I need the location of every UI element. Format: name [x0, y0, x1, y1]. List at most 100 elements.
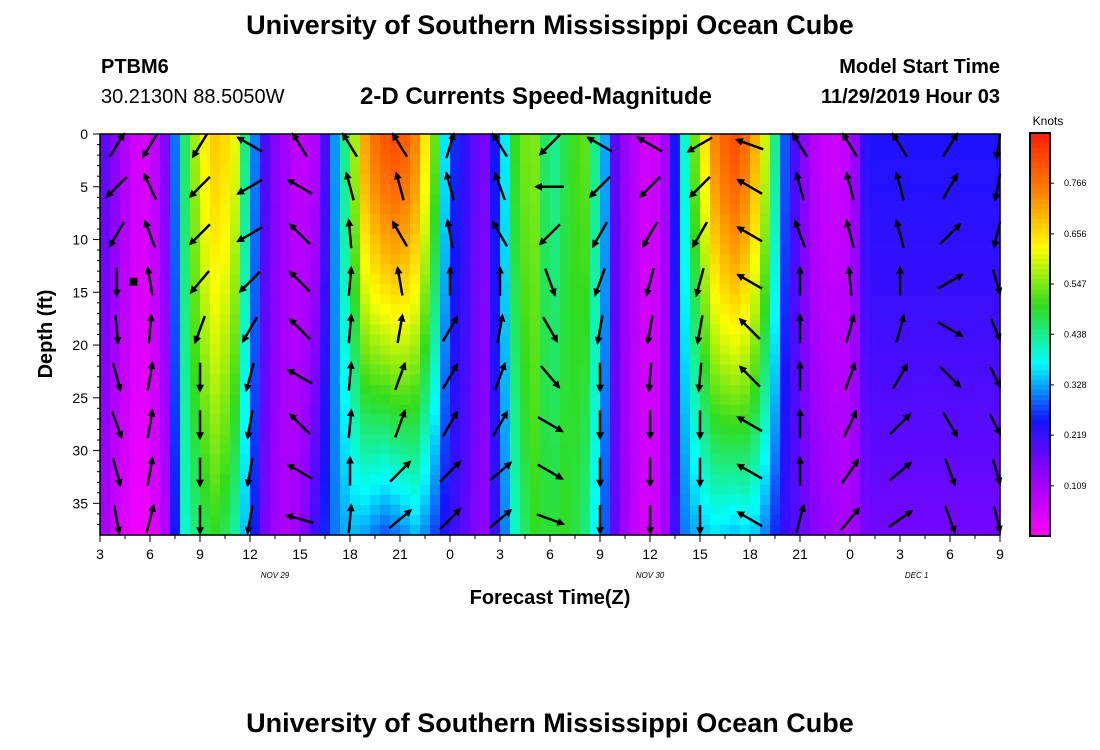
heat-cell: [390, 454, 401, 466]
colorbar-segment: [1030, 530, 1050, 537]
heat-cell: [540, 284, 551, 295]
heat-cell: [150, 514, 161, 526]
heat-cell: [460, 384, 471, 396]
heat-cell: [960, 374, 971, 386]
heat-cell: [580, 354, 591, 366]
heat-cell: [540, 384, 551, 396]
heat-cell: [970, 154, 981, 165]
heat-cell: [600, 304, 611, 316]
heat-cell: [440, 454, 451, 466]
heat-cell: [270, 514, 281, 526]
heat-cell: [990, 314, 1001, 326]
heat-cell: [310, 384, 321, 396]
heat-cell: [300, 364, 311, 376]
heat-cell: [750, 504, 761, 516]
heat-cell: [640, 354, 651, 366]
heat-cell: [500, 344, 511, 356]
heat-cell: [390, 254, 401, 265]
heat-cell: [110, 264, 121, 275]
current-vector: [394, 265, 404, 296]
heat-cell: [730, 194, 741, 205]
heat-cell: [750, 204, 761, 215]
heat-cell: [810, 344, 821, 356]
heat-cell: [890, 354, 901, 366]
heat-cell: [100, 154, 111, 165]
heat-cell: [340, 154, 351, 165]
heat-cell: [390, 394, 401, 406]
heat-cell: [100, 394, 111, 406]
heat-cell: [980, 404, 991, 416]
heat-cell: [830, 224, 841, 235]
heat-cell: [620, 434, 631, 446]
heat-cell: [760, 204, 771, 215]
heat-cell: [390, 234, 401, 245]
heat-cell: [270, 134, 281, 145]
heat-cell: [230, 334, 241, 346]
heat-cell: [230, 384, 241, 396]
heat-cell: [510, 244, 521, 255]
heat-cell: [320, 334, 331, 346]
heat-cell: [610, 134, 621, 145]
heat-cell: [240, 414, 251, 426]
heat-cell: [640, 194, 651, 205]
heat-cell: [810, 324, 821, 336]
heat-cell: [960, 214, 971, 225]
heat-cell: [150, 344, 161, 356]
heat-cell: [440, 384, 451, 396]
heat-cell: [440, 294, 451, 306]
heat-cell: [700, 484, 711, 496]
heat-cell: [690, 484, 701, 496]
heat-cell: [390, 384, 401, 396]
heat-cell: [380, 144, 391, 155]
heat-cell: [900, 184, 911, 195]
heat-cell: [980, 464, 991, 476]
heat-cell: [700, 274, 711, 285]
heat-cell: [450, 394, 461, 406]
heat-cell: [460, 314, 471, 326]
heat-cell: [500, 384, 511, 396]
heat-cell: [580, 444, 591, 456]
heat-cell: [320, 174, 331, 185]
heat-cell: [550, 164, 561, 175]
heat-cell: [150, 484, 161, 496]
heat-cell: [380, 404, 391, 416]
heat-cell: [810, 284, 821, 295]
current-vector: [110, 410, 124, 440]
heat-cell: [660, 394, 671, 406]
heat-cell: [200, 194, 211, 205]
heat-cell: [430, 294, 441, 306]
heat-cell: [180, 344, 191, 356]
heat-cell: [250, 334, 261, 346]
heat-cell: [180, 154, 191, 165]
heat-cell: [970, 304, 981, 316]
heat-cell: [920, 484, 931, 496]
heat-cell: [490, 394, 501, 406]
heat-cell: [260, 404, 271, 416]
heat-cell: [600, 334, 611, 346]
heat-cell: [890, 384, 901, 396]
heat-cell: [960, 134, 971, 145]
heat-cell: [430, 264, 441, 275]
current-vector: [344, 171, 355, 201]
heat-cell: [820, 194, 831, 205]
current-vector: [146, 455, 156, 486]
heat-cell: [530, 434, 541, 446]
heat-cell: [730, 514, 741, 526]
heat-cell: [590, 494, 601, 506]
heat-cell: [650, 414, 661, 426]
heat-cell: [130, 394, 141, 406]
heat-cell: [460, 304, 471, 316]
heat-cell: [120, 234, 131, 245]
current-vector: [541, 316, 559, 344]
heat-cell: [830, 134, 841, 145]
heat-cell: [300, 134, 311, 145]
current-vector: [691, 221, 709, 249]
heat-cell: [480, 504, 491, 516]
heat-cell: [660, 404, 671, 416]
heat-cell: [470, 434, 481, 446]
heat-cell: [450, 474, 461, 486]
heat-cell: [590, 474, 601, 486]
heat-cell: [710, 274, 721, 285]
heat-cell: [350, 504, 361, 516]
x-tick-label: 21: [792, 546, 808, 562]
